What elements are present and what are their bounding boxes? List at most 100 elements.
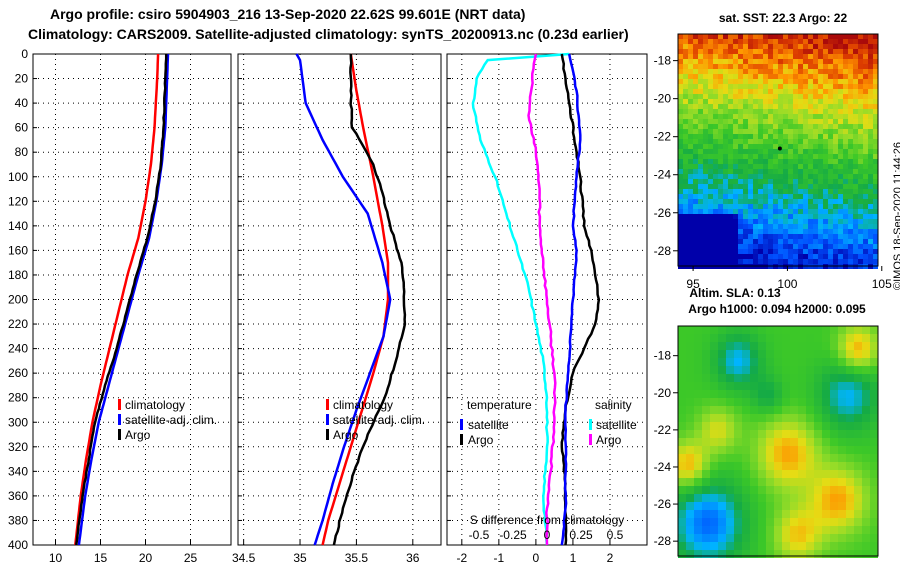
- sst-pixel: [798, 79, 803, 84]
- sla-pixel: [686, 510, 694, 518]
- sla-pixel: [702, 326, 710, 334]
- sst-pixel: [753, 34, 758, 39]
- sst-pixel: [743, 74, 748, 79]
- sst-pixel: [868, 114, 873, 119]
- sla-pixel: [718, 350, 726, 358]
- sla-pixel: [734, 366, 742, 374]
- sst-pixel: [773, 49, 778, 54]
- sst-pixel: [728, 74, 733, 79]
- sst-pixel: [743, 114, 748, 119]
- sst-pixel: [798, 34, 803, 39]
- sst-pixel: [808, 39, 813, 44]
- sst-pixel: [858, 214, 863, 219]
- sla-pixel: [798, 526, 806, 534]
- sst-pixel: [773, 144, 778, 149]
- sla-pixel: [734, 438, 742, 446]
- sst-pixel: [758, 189, 763, 194]
- sst-pixel: [793, 224, 798, 229]
- sst-pixel: [713, 189, 718, 194]
- legend-swatch: [326, 399, 329, 410]
- sst-pixel: [838, 69, 843, 74]
- sst-pixel: [728, 244, 733, 249]
- sst-pixel: [698, 184, 703, 189]
- sla-pixel: [846, 486, 854, 494]
- sst-pixel: [683, 224, 688, 229]
- sla-pixel: [726, 374, 734, 382]
- sst-pixel: [723, 234, 728, 239]
- sst-pixel: [758, 59, 763, 64]
- sst-pixel: [748, 194, 753, 199]
- sst-pixel: [803, 149, 808, 154]
- sla-pixel: [790, 462, 798, 470]
- sst-pixel: [823, 134, 828, 139]
- sla-pixel: [726, 542, 734, 550]
- sst-pixel: [838, 169, 843, 174]
- sst-pixel: [708, 139, 713, 144]
- sla-pixel: [838, 430, 846, 438]
- sst-pixel: [733, 214, 738, 219]
- sst-pixel: [703, 249, 708, 254]
- sla-pixel: [846, 414, 854, 422]
- sla-pixel: [686, 422, 694, 430]
- sst-pixel: [778, 184, 783, 189]
- sla-pixel: [862, 406, 870, 414]
- sst-pixel: [853, 254, 858, 259]
- sla-pixel: [838, 382, 846, 390]
- sla-pixel: [798, 374, 806, 382]
- sst-pixel: [788, 194, 793, 199]
- sst-pixel: [793, 109, 798, 114]
- sst-pixel: [718, 119, 723, 124]
- sst-pixel: [698, 44, 703, 49]
- sst-pixel: [778, 169, 783, 174]
- sst-pixel: [773, 104, 778, 109]
- sst-pixel: [693, 149, 698, 154]
- sst-pixel: [738, 99, 743, 104]
- sst-pixel: [693, 249, 698, 254]
- sla-pixel: [750, 494, 758, 502]
- sst-pixel: [788, 109, 793, 114]
- sla-pixel: [766, 542, 774, 550]
- sst-pixel: [733, 64, 738, 69]
- series-line-satellite-adj-clim-: [295, 53, 392, 546]
- sla-pixel: [686, 382, 694, 390]
- sla-pixel: [782, 350, 790, 358]
- sst-y-tick-label: -26: [654, 206, 672, 220]
- sst-pixel: [853, 244, 858, 249]
- sst-pixel: [843, 214, 848, 219]
- sst-pixel: [753, 104, 758, 109]
- sst-pixel: [813, 69, 818, 74]
- sla-pixel: [742, 550, 750, 558]
- sla-pixel: [702, 542, 710, 550]
- sst-pixel: [703, 124, 708, 129]
- sst-pixel: [788, 249, 793, 254]
- sst-pixel: [783, 174, 788, 179]
- sst-pixel: [853, 74, 858, 79]
- sst-pixel: [733, 39, 738, 44]
- sst-pixel: [753, 249, 758, 254]
- sst-pixel: [713, 249, 718, 254]
- sst-pixel: [718, 149, 723, 154]
- sst-pixel: [858, 219, 863, 224]
- sst-pixel: [713, 89, 718, 94]
- sst-pixel: [793, 189, 798, 194]
- series-line-argo: [332, 53, 407, 546]
- sst-pixel: [873, 224, 878, 229]
- sla-pixel: [854, 398, 862, 406]
- sst-pixel: [808, 249, 813, 254]
- sst-pixel: [728, 259, 733, 264]
- sla-pixel: [814, 414, 822, 422]
- sla-pixel: [830, 486, 838, 494]
- sst-pixel: [753, 94, 758, 99]
- sst-pixel: [728, 144, 733, 149]
- sst-pixel: [793, 89, 798, 94]
- sst-pixel: [868, 204, 873, 209]
- sst-pixel: [773, 109, 778, 114]
- sst-pixel: [838, 179, 843, 184]
- sst-pixel: [863, 189, 868, 194]
- sla-pixel: [870, 478, 878, 486]
- sst-pixel: [748, 84, 753, 89]
- sst-pixel: [748, 149, 753, 154]
- sst-pixel: [808, 134, 813, 139]
- sst-pixel: [873, 104, 878, 109]
- sla-pixel: [678, 390, 686, 398]
